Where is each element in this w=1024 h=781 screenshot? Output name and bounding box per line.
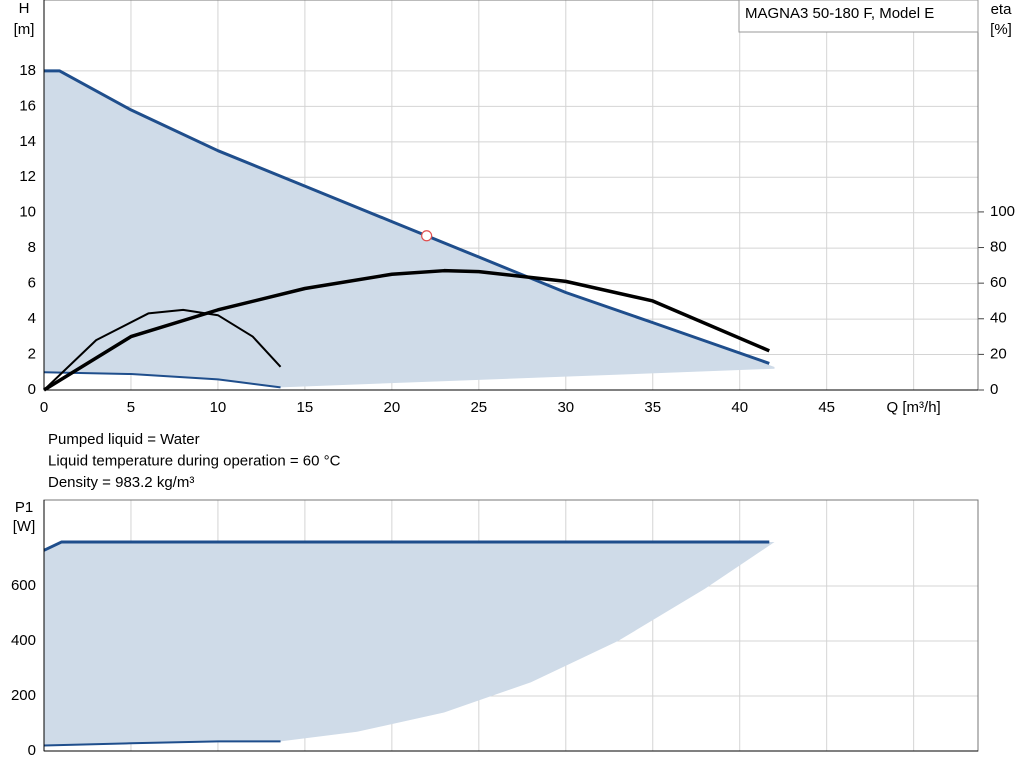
y-tick-label: 16 bbox=[19, 97, 36, 114]
y-tick-label: 8 bbox=[28, 239, 36, 256]
y2-axis-unit: [%] bbox=[990, 21, 1012, 38]
y2-tick-label: 100 bbox=[990, 203, 1015, 220]
x-tick-label: 40 bbox=[731, 399, 748, 416]
y-axis-unit: [W] bbox=[13, 518, 36, 535]
curve bbox=[43, 371, 281, 389]
x-tick-label: Q [m³/h] bbox=[887, 399, 941, 416]
curve bbox=[43, 540, 770, 552]
y-tick-label: 400 bbox=[11, 632, 36, 649]
x-tick-label: 30 bbox=[557, 399, 574, 416]
duty-point bbox=[421, 230, 433, 242]
curve bbox=[43, 268, 770, 392]
y-tick-label: 4 bbox=[28, 310, 36, 327]
y-tick-label: 0 bbox=[28, 381, 36, 398]
x-tick-label: 25 bbox=[470, 399, 487, 416]
y-tick-label: 14 bbox=[19, 133, 36, 150]
y2-tick-label: 20 bbox=[990, 345, 1007, 362]
note: Liquid temperature during operation = 60… bbox=[48, 452, 341, 469]
note: Pumped liquid = Water bbox=[48, 431, 200, 448]
y-tick-label: 2 bbox=[28, 346, 36, 363]
y2-tick-label: 40 bbox=[990, 310, 1007, 327]
x-tick-label: 10 bbox=[210, 399, 227, 416]
curve bbox=[43, 740, 281, 747]
y-tick-label: 18 bbox=[19, 62, 36, 79]
y-tick-label: 0 bbox=[28, 742, 36, 759]
y-tick-label: 6 bbox=[28, 275, 36, 292]
x-tick-label: 35 bbox=[644, 399, 661, 416]
x-tick-label: 45 bbox=[818, 399, 835, 416]
legend-box bbox=[738, 0, 979, 33]
operating-region bbox=[44, 542, 775, 746]
y2-axis-label: eta bbox=[991, 1, 1013, 18]
y2-tick-label: 0 bbox=[990, 381, 998, 398]
y-axis-label: P1 bbox=[15, 499, 33, 516]
x-tick-label: 5 bbox=[127, 399, 135, 416]
curve bbox=[44, 69, 770, 365]
y-tick-label: 10 bbox=[19, 204, 36, 221]
y2-tick-label: 60 bbox=[990, 274, 1007, 291]
x-tick-label: 0 bbox=[40, 399, 48, 416]
y-tick-label: 12 bbox=[19, 168, 36, 185]
y-axis-unit: [m] bbox=[14, 21, 35, 38]
y-axis-label: H bbox=[19, 0, 30, 17]
curve bbox=[43, 308, 282, 391]
legend-text: MAGNA3 50-180 F, Model E bbox=[745, 5, 934, 22]
y-tick-label: 200 bbox=[11, 687, 36, 704]
x-tick-label: 20 bbox=[384, 399, 401, 416]
y-tick-label: 600 bbox=[11, 577, 36, 594]
y2-tick-label: 80 bbox=[990, 239, 1007, 256]
x-tick-label: 15 bbox=[297, 399, 314, 416]
note: Density = 983.2 kg/m³ bbox=[48, 474, 194, 491]
